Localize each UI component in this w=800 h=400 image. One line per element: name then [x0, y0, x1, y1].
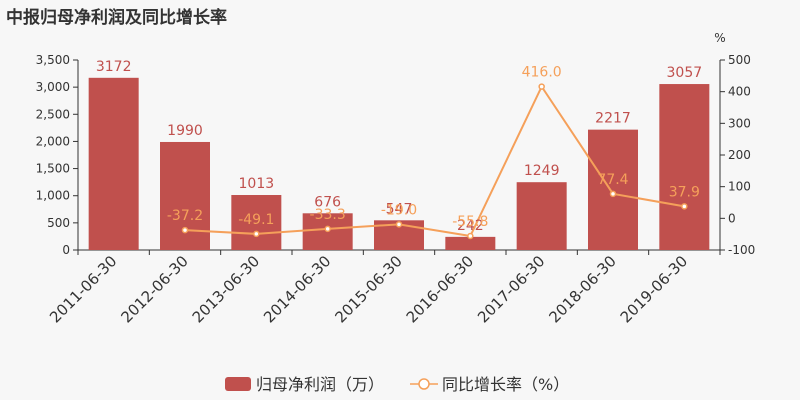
growth-point — [538, 83, 545, 90]
chart-title: 中报归母净利润及同比增长率 — [6, 8, 227, 28]
bar — [231, 195, 282, 250]
growth-value-label: 416.0 — [522, 65, 562, 81]
x-tick-label: 2013-06-30 — [189, 252, 263, 326]
x-tick-label: 2017-06-30 — [474, 252, 548, 326]
bar-value-label: 1990 — [167, 123, 203, 139]
growth-point — [467, 232, 474, 240]
y-left-tick-label: 500 — [47, 216, 70, 230]
legend-line-marker — [418, 378, 430, 390]
y-right-tick-label: 400 — [728, 85, 751, 99]
growth-value-label: -37.2 — [167, 208, 203, 224]
bar — [160, 141, 210, 250]
bar-value-label: 676 — [314, 194, 341, 210]
y-right-tick-label: 500 — [728, 53, 751, 67]
bar-value-label: 1249 — [524, 163, 560, 179]
y-right-tick-label: -100 — [728, 243, 755, 257]
x-tick-label: 2015-06-30 — [331, 252, 405, 326]
y-right-unit-label: % — [714, 31, 725, 45]
y-left-tick-label: 1,000 — [36, 189, 70, 203]
bar-value-label: 1013 — [239, 176, 275, 192]
y-right-tick-label: 0 — [728, 211, 736, 225]
bar-value-label: 3172 — [96, 59, 132, 75]
bar-value-label: 547 — [386, 201, 413, 217]
y-left-tick-label: 1,500 — [36, 162, 70, 176]
growth-value-label: -55.8 — [452, 214, 488, 230]
bar-value-label: 242 — [457, 218, 484, 234]
x-tick-label: 2018-06-30 — [545, 252, 619, 326]
y-left-tick-label: 3,000 — [36, 80, 70, 94]
legend-bar-label: 归母净利润（万） — [256, 375, 384, 394]
bar — [588, 129, 638, 250]
bar-value-label: 3057 — [667, 65, 703, 81]
y-left-tick-label: 0 — [62, 243, 70, 257]
x-tick-label: 2016-06-30 — [403, 252, 477, 326]
growth-value-label: -33.3 — [310, 207, 346, 223]
growth-value-label: -19.0 — [381, 202, 417, 218]
y-left-tick-label: 3,500 — [36, 53, 70, 67]
bar — [659, 84, 710, 250]
growth-value-label: 37.9 — [669, 184, 700, 200]
y-right-tick-label: 100 — [728, 180, 751, 194]
y-right-tick-label: 300 — [728, 116, 751, 130]
x-tick-label: 2014-06-30 — [260, 252, 334, 326]
legend-line-label: 同比增长率（%） — [442, 375, 569, 394]
x-tick-label: 2019-06-30 — [617, 252, 691, 326]
growth-line — [184, 84, 685, 238]
growth-point — [609, 190, 617, 198]
bar — [445, 236, 496, 250]
bar — [88, 77, 139, 250]
bar — [516, 182, 567, 250]
legend-bar-swatch — [225, 377, 251, 391]
y-right-tick-label: 200 — [728, 148, 751, 162]
x-tick-label: 2011-06-30 — [46, 252, 120, 326]
x-tick-label: 2012-06-30 — [117, 252, 191, 326]
growth-value-label: 77.4 — [597, 172, 628, 188]
growth-value-label: -49.1 — [238, 212, 274, 228]
growth-point — [181, 226, 189, 234]
bar-value-label: 2217 — [595, 111, 631, 127]
growth-point — [324, 225, 331, 233]
y-left-tick-label: 2,000 — [36, 134, 70, 148]
growth-point — [253, 230, 260, 238]
growth-point — [395, 221, 403, 228]
y-left-tick-label: 2,500 — [36, 107, 70, 121]
growth-point — [681, 203, 688, 210]
